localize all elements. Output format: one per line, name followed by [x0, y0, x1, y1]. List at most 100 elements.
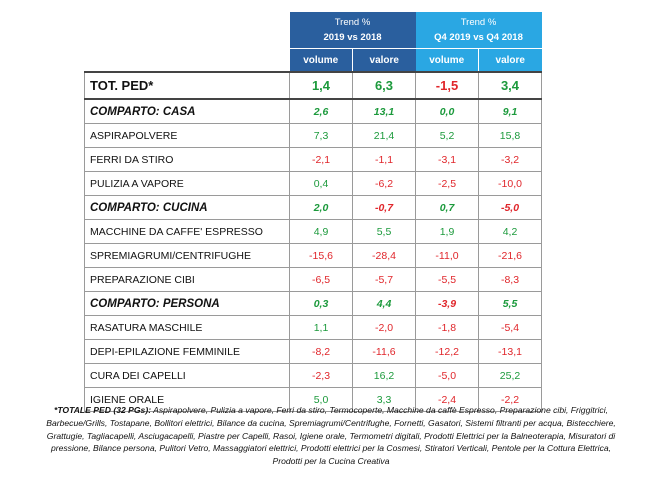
row-label: COMPARTO: CASA [84, 99, 290, 124]
cell-valore-quarter: -13,1 [478, 339, 542, 364]
cell-volume-annual: -15,6 [289, 243, 353, 268]
cell-volume-quarter: 5,2 [415, 123, 479, 148]
cell-valore-annual: 5,5 [352, 219, 416, 244]
row-label: COMPARTO: PERSONA [84, 291, 290, 316]
footnote-text: Aspirapolvere, Pulizia a vapore, Ferri d… [46, 405, 616, 467]
cell-valore-annual: 6,3 [352, 71, 416, 100]
cell-volume-annual: 2,6 [289, 99, 353, 124]
cell-valore-annual: 21,4 [352, 123, 416, 148]
cell-volume-annual: 7,3 [289, 123, 353, 148]
row-label: TOT. PED* [84, 71, 290, 100]
table-row: RASATURA MASCHILE 1,1 -2,0 -1,8 -5,4 [84, 315, 542, 340]
cell-volume-quarter: 0,0 [415, 99, 479, 124]
row-label: COMPARTO: CUCINA [84, 195, 290, 220]
cell-volume-quarter: 0,7 [415, 195, 479, 220]
cell-volume-quarter: -1,5 [415, 71, 479, 100]
cell-valore-quarter: -5,0 [478, 195, 542, 220]
header-group-quarter-title: Trend % [460, 17, 497, 28]
cell-volume-quarter: -3,9 [415, 291, 479, 316]
table-row: ASPIRAPOLVERE 7,3 21,4 5,2 15,8 [84, 123, 542, 148]
cell-valore-quarter: 3,4 [478, 71, 542, 100]
comparto-row: COMPARTO: PERSONA 0,3 4,4 -3,9 5,5 [84, 291, 542, 316]
cell-volume-annual: 0,3 [289, 291, 353, 316]
cell-valore-annual: 4,4 [352, 291, 416, 316]
cell-volume-annual: 2,0 [289, 195, 353, 220]
cell-volume-annual: -2,3 [289, 363, 353, 388]
table-row: CURA DEI CAPELLI -2,3 16,2 -5,0 25,2 [84, 363, 542, 388]
cell-valore-quarter: 25,2 [478, 363, 542, 388]
cell-valore-annual: -28,4 [352, 243, 416, 268]
cell-valore-annual: -0,7 [352, 195, 416, 220]
cell-valore-quarter: 9,1 [478, 99, 542, 124]
cell-valore-quarter: -2,2 [478, 387, 542, 412]
row-label: RASATURA MASCHILE [84, 315, 290, 340]
cell-valore-annual: 3,3 [352, 387, 416, 412]
cell-volume-annual: 4,9 [289, 219, 353, 244]
cell-volume-annual: 1,1 [289, 315, 353, 340]
col-header-valore-quarter: valore [478, 48, 542, 72]
cell-valore-quarter: 15,8 [478, 123, 542, 148]
header-group-quarter: Trend % Q4 2019 vs Q4 2018 [415, 12, 542, 49]
cell-volume-quarter: -5,0 [415, 363, 479, 388]
header-group-annual-period: 2019 vs 2018 [323, 32, 382, 43]
cell-valore-quarter: -3,2 [478, 147, 542, 172]
table-row: DEPI-EPILAZIONE FEMMINILE -8,2 -11,6 -12,2-… [84, 339, 542, 364]
table-body: TOT. PED* 1,4 6,3 -1,5 3,4 COMPARTO: CASA 2,6 1… [84, 71, 542, 412]
cell-volume-annual: -8,2 [289, 339, 353, 364]
row-label: DEPI-EPILAZIONE FEMMINILE [84, 339, 290, 364]
cell-volume-quarter: -1,8 [415, 315, 479, 340]
cell-volume-quarter: -3,1 [415, 147, 479, 172]
trend-table: Trend % 2019 vs 2018 Trend % Q4 2019 vs … [84, 12, 542, 412]
footnote: *TOTALE PED (32 PGs): Aspirapolvere, Pul… [40, 404, 622, 468]
cell-volume-annual: 5,0 [289, 387, 353, 412]
cell-valore-quarter: 4,2 [478, 219, 542, 244]
total-row: TOT. PED* 1,4 6,3 -1,5 3,4 [84, 71, 542, 100]
footnote-lead: *TOTALE PED (32 PGs): [53, 405, 152, 415]
cell-volume-quarter: -12,2 [415, 339, 479, 364]
table-row: MACCHINE DA CAFFE' ESPRESSO 4,9 5,5 1,9 4,2 [84, 219, 542, 244]
cell-volume-quarter: 1,9 [415, 219, 479, 244]
cell-valore-annual: -11,6 [352, 339, 416, 364]
table-row: PREPARAZIONE CIBI -6,5 -5,7 -5,5 -8,3 [84, 267, 542, 292]
subheader-spacer [85, 49, 290, 73]
row-label: MACCHINE DA CAFFE' ESPRESSO [84, 219, 290, 244]
row-label: PREPARAZIONE CIBI [84, 267, 290, 292]
cell-valore-quarter: -21,6 [478, 243, 542, 268]
col-header-volume-quarter: volume [415, 48, 479, 72]
cell-valore-annual: -1,1 [352, 147, 416, 172]
row-label: CURA DEI CAPELLI [84, 363, 290, 388]
cell-valore-quarter: -10,0 [478, 171, 542, 196]
cell-valore-quarter: 5,5 [478, 291, 542, 316]
cell-volume-quarter: -2,5 [415, 171, 479, 196]
row-label: ASPIRAPOLVERE [84, 123, 290, 148]
row-label: SPREMIAGRUMI/CENTRIFUGHE [84, 243, 290, 268]
cell-volume-quarter: -5,5 [415, 267, 479, 292]
cell-volume-annual: 1,4 [289, 71, 353, 100]
header-group-annual: Trend % 2019 vs 2018 [289, 12, 416, 49]
cell-valore-annual: -6,2 [352, 171, 416, 196]
cell-valore-annual: -5,7 [352, 267, 416, 292]
comparto-row: COMPARTO: CUCINA 2,0 -0,7 0,7 -5,0 [84, 195, 542, 220]
cell-valore-annual: 13,1 [352, 99, 416, 124]
header-group-quarter-period: Q4 2019 vs Q4 2018 [434, 32, 523, 43]
cell-volume-quarter: -2,4 [415, 387, 479, 412]
col-header-volume-annual: volume [289, 48, 353, 72]
row-label: PULIZIA A VAPORE [84, 171, 290, 196]
cell-valore-quarter: -8,3 [478, 267, 542, 292]
cell-volume-annual: -2,1 [289, 147, 353, 172]
cell-valore-annual: 16,2 [352, 363, 416, 388]
cell-valore-quarter: -5,4 [478, 315, 542, 340]
header-group-annual-title: Trend % [334, 17, 371, 28]
cell-volume-quarter: -11,0 [415, 243, 479, 268]
cell-valore-annual: -2,0 [352, 315, 416, 340]
header-spacer [85, 12, 290, 49]
row-label: FERRI DA STIRO [84, 147, 290, 172]
table-row: PULIZIA A VAPORE 0,4 -6,2 -2,5 -10,0 [84, 171, 542, 196]
table-row: FERRI DA STIRO -2,1 -1,1 -3,1 -3,2 [84, 147, 542, 172]
cell-volume-annual: 0,4 [289, 171, 353, 196]
table-row: IGIENE ORALE 5,0 3,3 -2,4 -2,2 [84, 387, 542, 412]
col-header-valore-annual: valore [352, 48, 416, 72]
comparto-row: COMPARTO: CASA 2,6 13,1 0,0 9,1 [84, 99, 542, 124]
row-label: IGIENE ORALE [84, 387, 290, 412]
table-row: SPREMIAGRUMI/CENTRIFUGHE -15,6 -28,4 -11,0-… [84, 243, 542, 268]
